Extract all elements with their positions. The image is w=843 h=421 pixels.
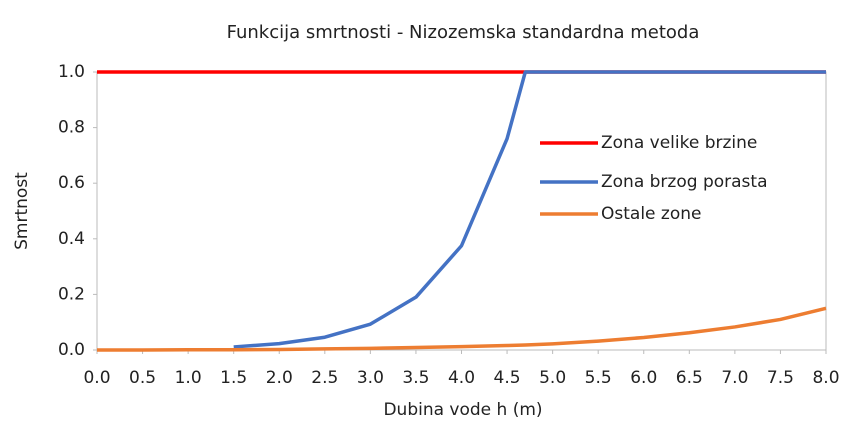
legend-label: Ostale zone [601, 204, 701, 224]
legend-label: Zona brzog porasta [601, 172, 767, 192]
legend-label: Zona velike brzine [601, 133, 757, 153]
y-tick-label: 0.6 [58, 173, 85, 193]
series-line [233, 70, 826, 349]
y-tick-label: 0.2 [58, 284, 85, 304]
x-tick-label: 2.0 [266, 368, 293, 388]
x-tick-label: 1.0 [175, 368, 202, 388]
x-tick-label: 5.5 [585, 368, 612, 388]
x-tick-label: 4.5 [494, 368, 521, 388]
x-tick-label: 7.5 [767, 368, 794, 388]
x-tick-label: 7.0 [721, 368, 748, 388]
plot-frame [96, 71, 827, 351]
x-axis-label: Dubina vode h (m) [383, 400, 542, 420]
x-tick-label: 1.5 [220, 368, 247, 388]
x-tick-label: 3.5 [402, 368, 429, 388]
y-tick-label: 0.8 [58, 118, 85, 138]
x-tick-label: 6.0 [630, 368, 657, 388]
x-tick-label: 5.0 [539, 368, 566, 388]
x-tick-label: 4.0 [448, 368, 475, 388]
x-tick-label: 6.5 [676, 368, 703, 388]
x-tick-label: 2.5 [311, 368, 338, 388]
x-tick-label: 0.5 [129, 368, 156, 388]
x-tick-label: 0.0 [83, 368, 110, 388]
y-tick-label: 0.4 [58, 229, 85, 249]
y-tick-label: 0.0 [58, 340, 85, 360]
y-axis-label: Smrtnost [12, 172, 32, 250]
y-tick-label: 1.0 [58, 62, 85, 82]
x-tick-label: 8.0 [812, 368, 839, 388]
series-line [97, 306, 827, 352]
x-tick-label: 3.0 [357, 368, 384, 388]
chart-title: Funkcija smrtnosti - Nizozemska standard… [227, 22, 700, 43]
